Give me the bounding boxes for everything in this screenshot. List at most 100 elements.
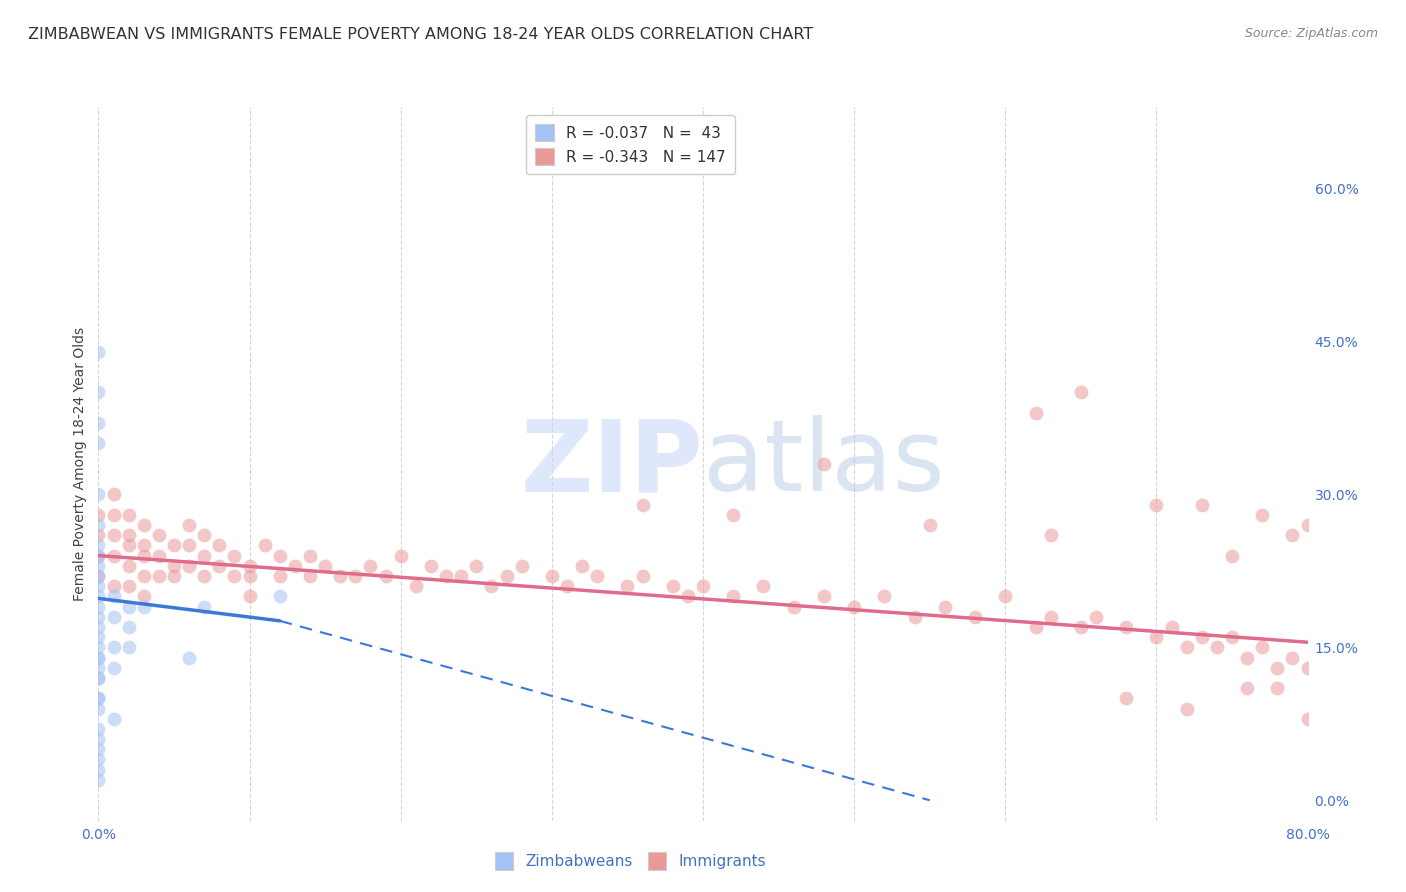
Point [752, 579, 775, 593]
Point [87, 661, 110, 675]
Point [87, 549, 110, 563]
Point [1191, 498, 1213, 512]
Point [103, 640, 125, 655]
Point [148, 569, 170, 583]
Point [965, 609, 987, 624]
Point [783, 599, 806, 614]
Point [132, 549, 155, 563]
Point [1085, 609, 1108, 624]
Point [813, 457, 835, 471]
Point [193, 599, 215, 614]
Point [208, 538, 231, 552]
Point [103, 528, 125, 542]
Point [118, 599, 141, 614]
Point [179, 558, 201, 573]
Text: Source: ZipAtlas.com: Source: ZipAtlas.com [1244, 27, 1378, 40]
Point [813, 590, 835, 604]
Point [1236, 681, 1258, 695]
Point [118, 640, 141, 655]
Point [1281, 650, 1303, 665]
Point [374, 569, 396, 583]
Point [1160, 620, 1182, 634]
Point [434, 569, 457, 583]
Point [253, 538, 276, 552]
Point [1024, 620, 1046, 634]
Point [103, 661, 125, 675]
Point [1206, 640, 1229, 655]
Point [389, 549, 412, 563]
Point [1175, 701, 1198, 715]
Point [1039, 609, 1062, 624]
Point [269, 549, 291, 563]
Point [87, 640, 110, 655]
Point [239, 590, 262, 604]
Point [87, 650, 110, 665]
Point [1296, 712, 1319, 726]
Point [224, 569, 246, 583]
Point [239, 558, 262, 573]
Y-axis label: Female Poverty Among 18-24 Year Olds: Female Poverty Among 18-24 Year Olds [73, 326, 87, 601]
Point [87, 752, 110, 766]
Point [329, 569, 352, 583]
Point [103, 590, 125, 604]
Point [1175, 640, 1198, 655]
Point [118, 528, 141, 542]
Point [163, 569, 186, 583]
Point [87, 742, 110, 756]
Point [193, 569, 215, 583]
Point [87, 528, 110, 542]
Point [616, 579, 638, 593]
Point [87, 671, 110, 685]
Point [571, 558, 593, 573]
Point [994, 590, 1017, 604]
Point [208, 558, 231, 573]
Point [481, 579, 503, 593]
Point [844, 599, 866, 614]
Point [87, 650, 110, 665]
Point [631, 498, 654, 512]
Point [631, 569, 654, 583]
Point [87, 538, 110, 552]
Point [87, 579, 110, 593]
Point [132, 590, 155, 604]
Point [1191, 630, 1213, 644]
Point [662, 579, 685, 593]
Point [918, 518, 941, 533]
Point [87, 558, 110, 573]
Point [904, 609, 927, 624]
Point [179, 518, 201, 533]
Point [103, 508, 125, 522]
Point [163, 558, 186, 573]
Point [132, 518, 155, 533]
Point [450, 569, 472, 583]
Point [1236, 650, 1258, 665]
Point [179, 538, 201, 552]
Point [873, 590, 896, 604]
Point [299, 549, 322, 563]
Point [1281, 528, 1303, 542]
Point [87, 722, 110, 736]
Point [103, 549, 125, 563]
Point [405, 579, 427, 593]
Text: ZIP: ZIP [520, 416, 703, 512]
Point [148, 549, 170, 563]
Point [87, 385, 110, 400]
Point [1115, 691, 1137, 706]
Point [87, 691, 110, 706]
Point [103, 579, 125, 593]
Point [87, 701, 110, 715]
Point [1251, 640, 1274, 655]
Point [87, 772, 110, 787]
Point [586, 569, 609, 583]
Point [1115, 620, 1137, 634]
Text: ZIMBABWEAN VS IMMIGRANTS FEMALE POVERTY AMONG 18-24 YEAR OLDS CORRELATION CHART: ZIMBABWEAN VS IMMIGRANTS FEMALE POVERTY … [28, 27, 813, 42]
Point [87, 416, 110, 430]
Point [1251, 508, 1274, 522]
Point [465, 558, 488, 573]
Point [299, 569, 322, 583]
Point [1070, 620, 1092, 634]
Legend: Zimbabweans, Immigrants: Zimbabweans, Immigrants [486, 845, 773, 877]
Point [344, 569, 367, 583]
Point [193, 549, 215, 563]
Point [676, 590, 699, 604]
